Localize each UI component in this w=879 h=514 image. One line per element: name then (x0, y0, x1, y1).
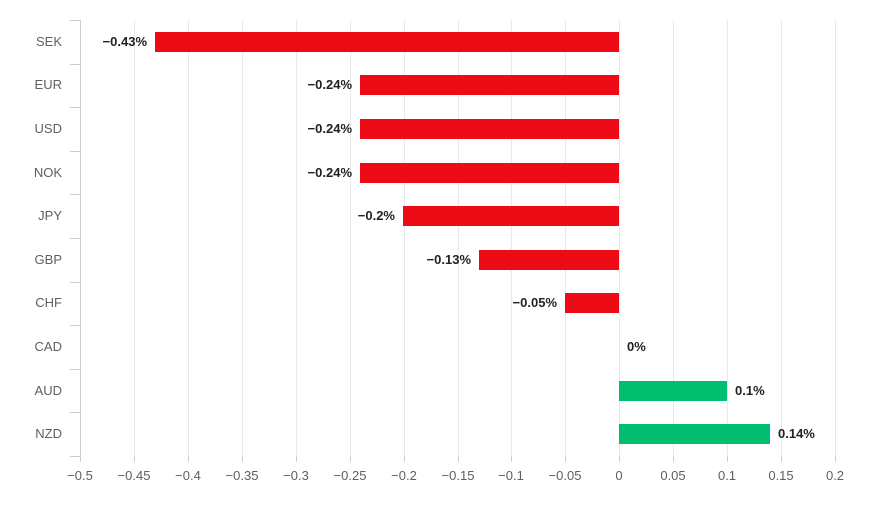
y-axis-tick (70, 64, 80, 65)
x-axis-tick (565, 456, 566, 462)
y-axis-tick (70, 456, 80, 457)
value-label: 0% (627, 339, 646, 354)
x-tick-label: −0.45 (117, 468, 151, 483)
x-tick-label: −0.25 (333, 468, 367, 483)
category-label-sek: SEK (35, 34, 62, 49)
x-tick-label: 0.05 (660, 468, 686, 483)
x-axis-tick (188, 456, 189, 462)
gridline (350, 20, 351, 456)
category-label-usd: USD (34, 121, 62, 136)
gridline (673, 20, 674, 456)
gridline (619, 20, 620, 456)
x-axis-tick (781, 456, 782, 462)
bar-sek[interactable] (155, 32, 619, 52)
category-label-eur: EUR (34, 77, 62, 92)
category-label-cad: CAD (34, 339, 62, 354)
x-tick-label: −0.1 (498, 468, 524, 483)
x-tick-label: 0.1 (717, 468, 737, 483)
x-axis-tick (458, 456, 459, 462)
y-axis-tick (70, 20, 80, 21)
bar-eur[interactable] (360, 75, 619, 95)
value-label: −0.2% (357, 208, 395, 223)
x-axis-tick (511, 456, 512, 462)
y-axis-tick (70, 412, 80, 413)
category-label-aud: AUD (34, 383, 62, 398)
y-axis-tick (70, 369, 80, 370)
x-tick-label: 0 (615, 468, 623, 483)
gridline (781, 20, 782, 456)
category-label-nzd: NZD (35, 426, 62, 441)
x-tick-label: −0.35 (225, 468, 259, 483)
x-tick-label: −0.5 (67, 468, 93, 483)
bar-chf[interactable] (565, 293, 619, 313)
gridline (511, 20, 512, 456)
x-axis-tick (242, 456, 243, 462)
gridline (727, 20, 728, 456)
category-label-chf: CHF (35, 295, 62, 310)
x-axis-tick (134, 456, 135, 462)
y-axis-tick (70, 282, 80, 283)
y-axis-tick (70, 325, 80, 326)
x-tick-label: −0.15 (441, 468, 475, 483)
bar-jpy[interactable] (403, 206, 619, 226)
x-tick-label: 0.2 (825, 468, 845, 483)
bar-nok[interactable] (360, 163, 619, 183)
value-label: 0.1% (735, 383, 765, 398)
bar-aud[interactable] (619, 381, 727, 401)
gridline (404, 20, 405, 456)
x-axis-tick (619, 456, 620, 462)
x-tick-label: −0.4 (175, 468, 201, 483)
gridline (835, 20, 836, 456)
x-axis-tick (296, 456, 297, 462)
y-axis-tick (70, 194, 80, 195)
x-axis-tick (350, 456, 351, 462)
gridline (188, 20, 189, 456)
x-tick-label: 0.15 (768, 468, 794, 483)
y-axis-tick (70, 151, 80, 152)
x-axis-tick (835, 456, 836, 462)
x-tick-label: −0.05 (548, 468, 582, 483)
value-label: −0.05% (512, 295, 557, 310)
category-label-nok: NOK (33, 165, 62, 180)
category-label-jpy: JPY (38, 208, 62, 223)
gridline (458, 20, 459, 456)
x-tick-label: −0.2 (391, 468, 417, 483)
y-axis-line (80, 20, 81, 457)
x-axis-tick (727, 456, 728, 462)
value-label: −0.13% (426, 252, 471, 267)
bar-gbp[interactable] (479, 250, 619, 270)
value-label: −0.24% (307, 121, 352, 136)
gridline (296, 20, 297, 456)
value-label: −0.24% (307, 165, 352, 180)
gridline (134, 20, 135, 456)
gridline (242, 20, 243, 456)
x-tick-label: −0.3 (283, 468, 309, 483)
y-axis-tick (70, 238, 80, 239)
value-label: −0.43% (102, 34, 147, 49)
value-label: −0.24% (307, 77, 352, 92)
x-axis-tick (404, 456, 405, 462)
plot-area: −0.43% −0.24% −0.24% −0.24% −0.2% −0.13% −0.05… (70, 20, 836, 462)
y-axis-tick (70, 107, 80, 108)
x-axis-tick (80, 456, 81, 462)
value-label: 0.14% (778, 426, 815, 441)
bar-usd[interactable] (360, 119, 619, 139)
bar-nzd[interactable] (619, 424, 770, 444)
gridline (565, 20, 566, 456)
category-label-gbp: GBP (34, 252, 62, 267)
x-axis-tick (673, 456, 674, 462)
